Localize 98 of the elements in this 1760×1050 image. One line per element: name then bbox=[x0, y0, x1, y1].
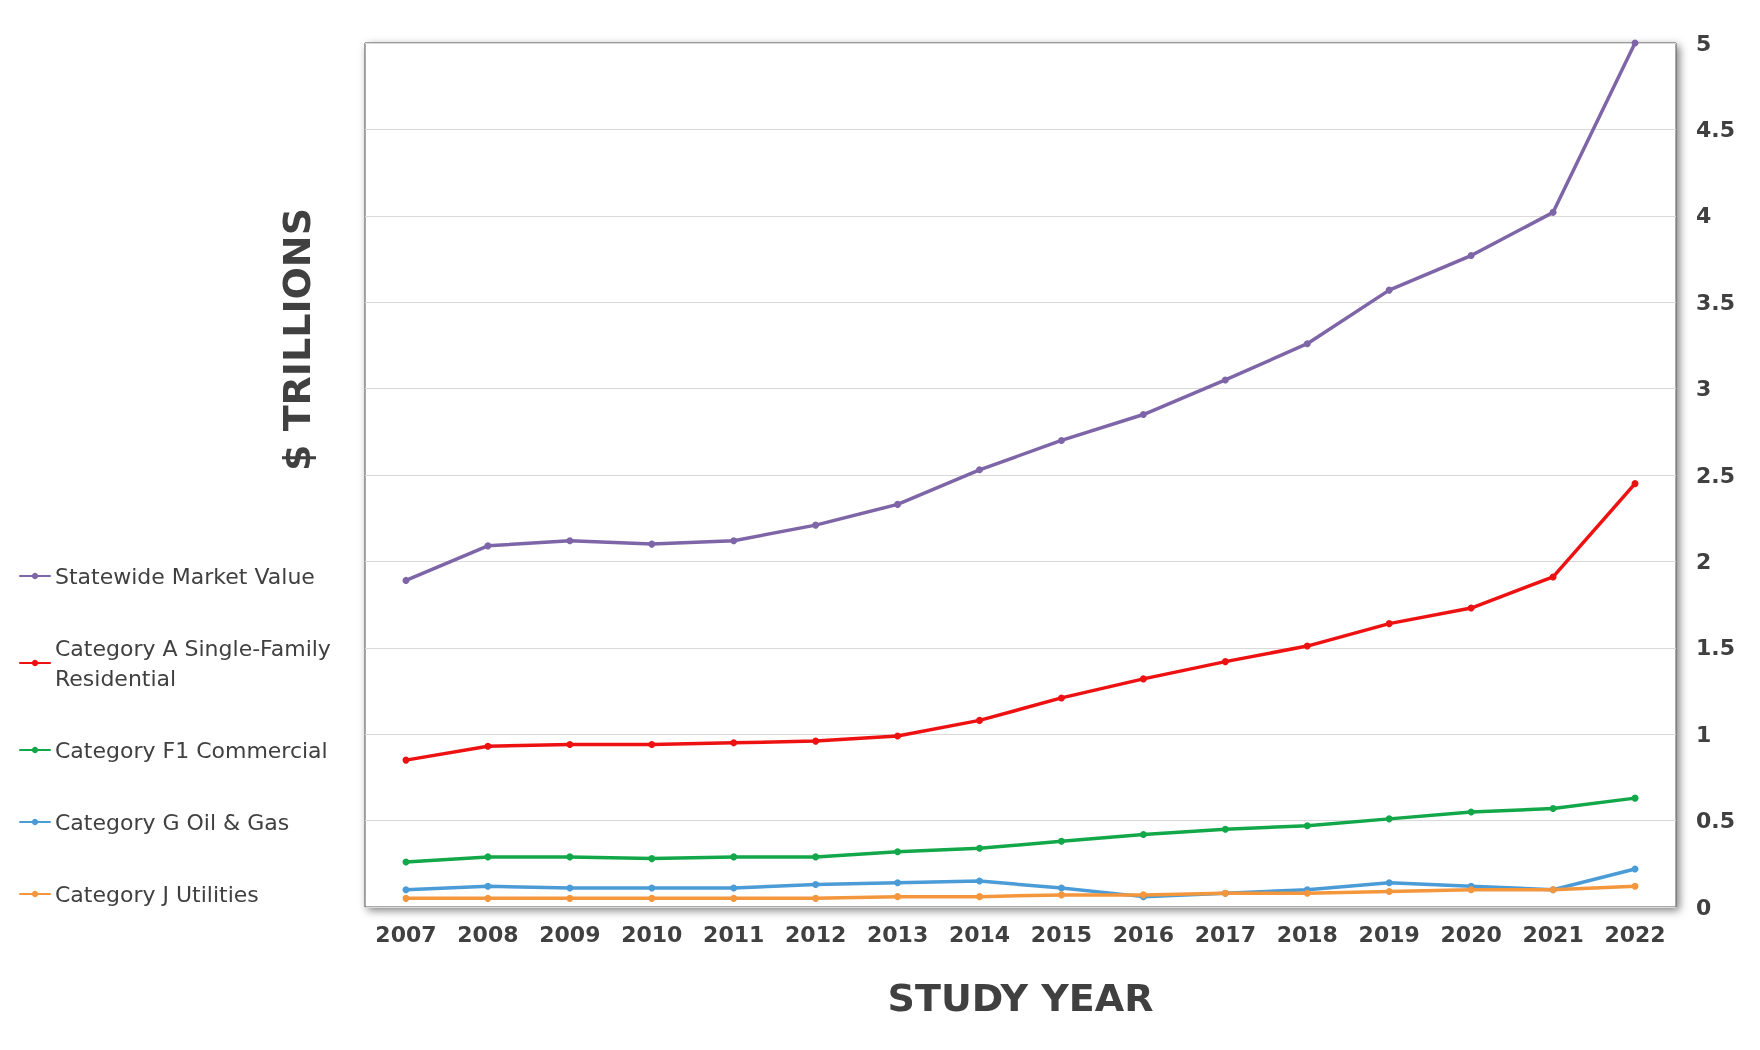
x-tick-label: 2012 bbox=[785, 921, 847, 947]
x-tick-label: 2013 bbox=[866, 921, 929, 947]
point bbox=[1057, 436, 1065, 444]
y-tick-label: 1.5 bbox=[1696, 635, 1735, 661]
point bbox=[1221, 376, 1229, 384]
x-tick-label: 2022 bbox=[1604, 921, 1666, 947]
x-tick-label: 2014 bbox=[948, 921, 1011, 947]
point bbox=[1549, 208, 1557, 216]
point bbox=[976, 716, 984, 724]
y-tick-label: 0.5 bbox=[1696, 808, 1735, 834]
point bbox=[1385, 879, 1393, 887]
point bbox=[976, 877, 984, 885]
point bbox=[894, 732, 902, 740]
x-axis-title: STUDY YEAR bbox=[887, 976, 1154, 1020]
point bbox=[484, 894, 492, 902]
y-tick-label: 2.5 bbox=[1696, 462, 1735, 488]
point bbox=[976, 466, 984, 474]
point bbox=[730, 739, 738, 747]
point bbox=[1631, 882, 1639, 890]
legend-label: Category G Oil & Gas bbox=[55, 809, 290, 835]
point bbox=[566, 894, 574, 902]
point bbox=[1467, 604, 1475, 612]
point bbox=[730, 853, 738, 861]
point bbox=[894, 893, 902, 901]
y-tick-label: 2 bbox=[1696, 548, 1712, 574]
point bbox=[484, 882, 492, 890]
point bbox=[648, 540, 656, 548]
legend-label: Statewide Market Value bbox=[55, 563, 315, 589]
point bbox=[1057, 891, 1065, 899]
point bbox=[484, 742, 492, 750]
point bbox=[894, 879, 902, 887]
x-tick-label: 2019 bbox=[1358, 921, 1420, 947]
point bbox=[976, 893, 984, 901]
x-tick-label: 2008 bbox=[457, 921, 519, 947]
point bbox=[1303, 642, 1311, 650]
point bbox=[1467, 808, 1475, 816]
point bbox=[1057, 884, 1065, 892]
point bbox=[648, 884, 656, 892]
y-tick-label: 3.5 bbox=[1696, 289, 1735, 315]
point bbox=[812, 894, 820, 902]
point bbox=[1467, 252, 1475, 260]
point bbox=[402, 576, 410, 584]
x-tick-label: 2007 bbox=[375, 921, 437, 947]
point bbox=[812, 737, 820, 745]
legend-label: Category F1 Commercial bbox=[55, 737, 328, 763]
point bbox=[1631, 480, 1639, 488]
y-tick-label: 0 bbox=[1696, 894, 1712, 920]
x-tick-label: 2017 bbox=[1194, 921, 1256, 947]
point bbox=[648, 894, 656, 902]
x-tick-label: 2020 bbox=[1440, 921, 1502, 947]
point bbox=[1057, 694, 1065, 702]
point bbox=[894, 848, 902, 856]
point bbox=[648, 855, 656, 863]
point bbox=[812, 853, 820, 861]
y-tick-label: 4.5 bbox=[1696, 116, 1735, 142]
point bbox=[1385, 815, 1393, 823]
y-tick-label: 3 bbox=[1696, 376, 1712, 402]
x-tick-label: 2018 bbox=[1276, 921, 1338, 947]
x-tick-label: 2010 bbox=[621, 921, 683, 947]
point bbox=[1139, 675, 1147, 683]
legend-label: Category J Utilities bbox=[55, 881, 259, 907]
point bbox=[566, 853, 574, 861]
x-tick-label: 2016 bbox=[1112, 921, 1175, 947]
point bbox=[402, 886, 410, 894]
point bbox=[894, 500, 902, 508]
x-tick-label: 2011 bbox=[703, 921, 765, 947]
x-tick-label: 2021 bbox=[1522, 921, 1584, 947]
point bbox=[812, 521, 820, 529]
point bbox=[566, 537, 574, 545]
y-axis-title: $ TRILLIONS bbox=[275, 208, 319, 472]
point bbox=[1303, 822, 1311, 830]
legend-label: Category A Single-Family Residential bbox=[55, 635, 338, 691]
point bbox=[484, 542, 492, 550]
point bbox=[1139, 411, 1147, 419]
y-tick-label: 5 bbox=[1696, 30, 1712, 56]
point bbox=[1221, 825, 1229, 833]
y-tick-label: 4 bbox=[1696, 203, 1712, 229]
point bbox=[484, 853, 492, 861]
point bbox=[1467, 886, 1475, 894]
point bbox=[812, 881, 820, 889]
point bbox=[1139, 830, 1147, 838]
point bbox=[976, 844, 984, 852]
point bbox=[1385, 887, 1393, 895]
x-tick-label: 2009 bbox=[539, 921, 601, 947]
point bbox=[730, 884, 738, 892]
point bbox=[1303, 340, 1311, 348]
point bbox=[1221, 658, 1229, 666]
point bbox=[1057, 837, 1065, 845]
x-tick-label: 2015 bbox=[1030, 921, 1093, 947]
point bbox=[1549, 805, 1557, 812]
point bbox=[1385, 620, 1393, 628]
point bbox=[730, 537, 738, 545]
y-tick-label: 1 bbox=[1696, 721, 1712, 747]
point bbox=[730, 894, 738, 902]
point bbox=[648, 741, 656, 749]
point bbox=[566, 741, 574, 749]
point bbox=[402, 894, 410, 902]
point bbox=[1385, 286, 1393, 294]
